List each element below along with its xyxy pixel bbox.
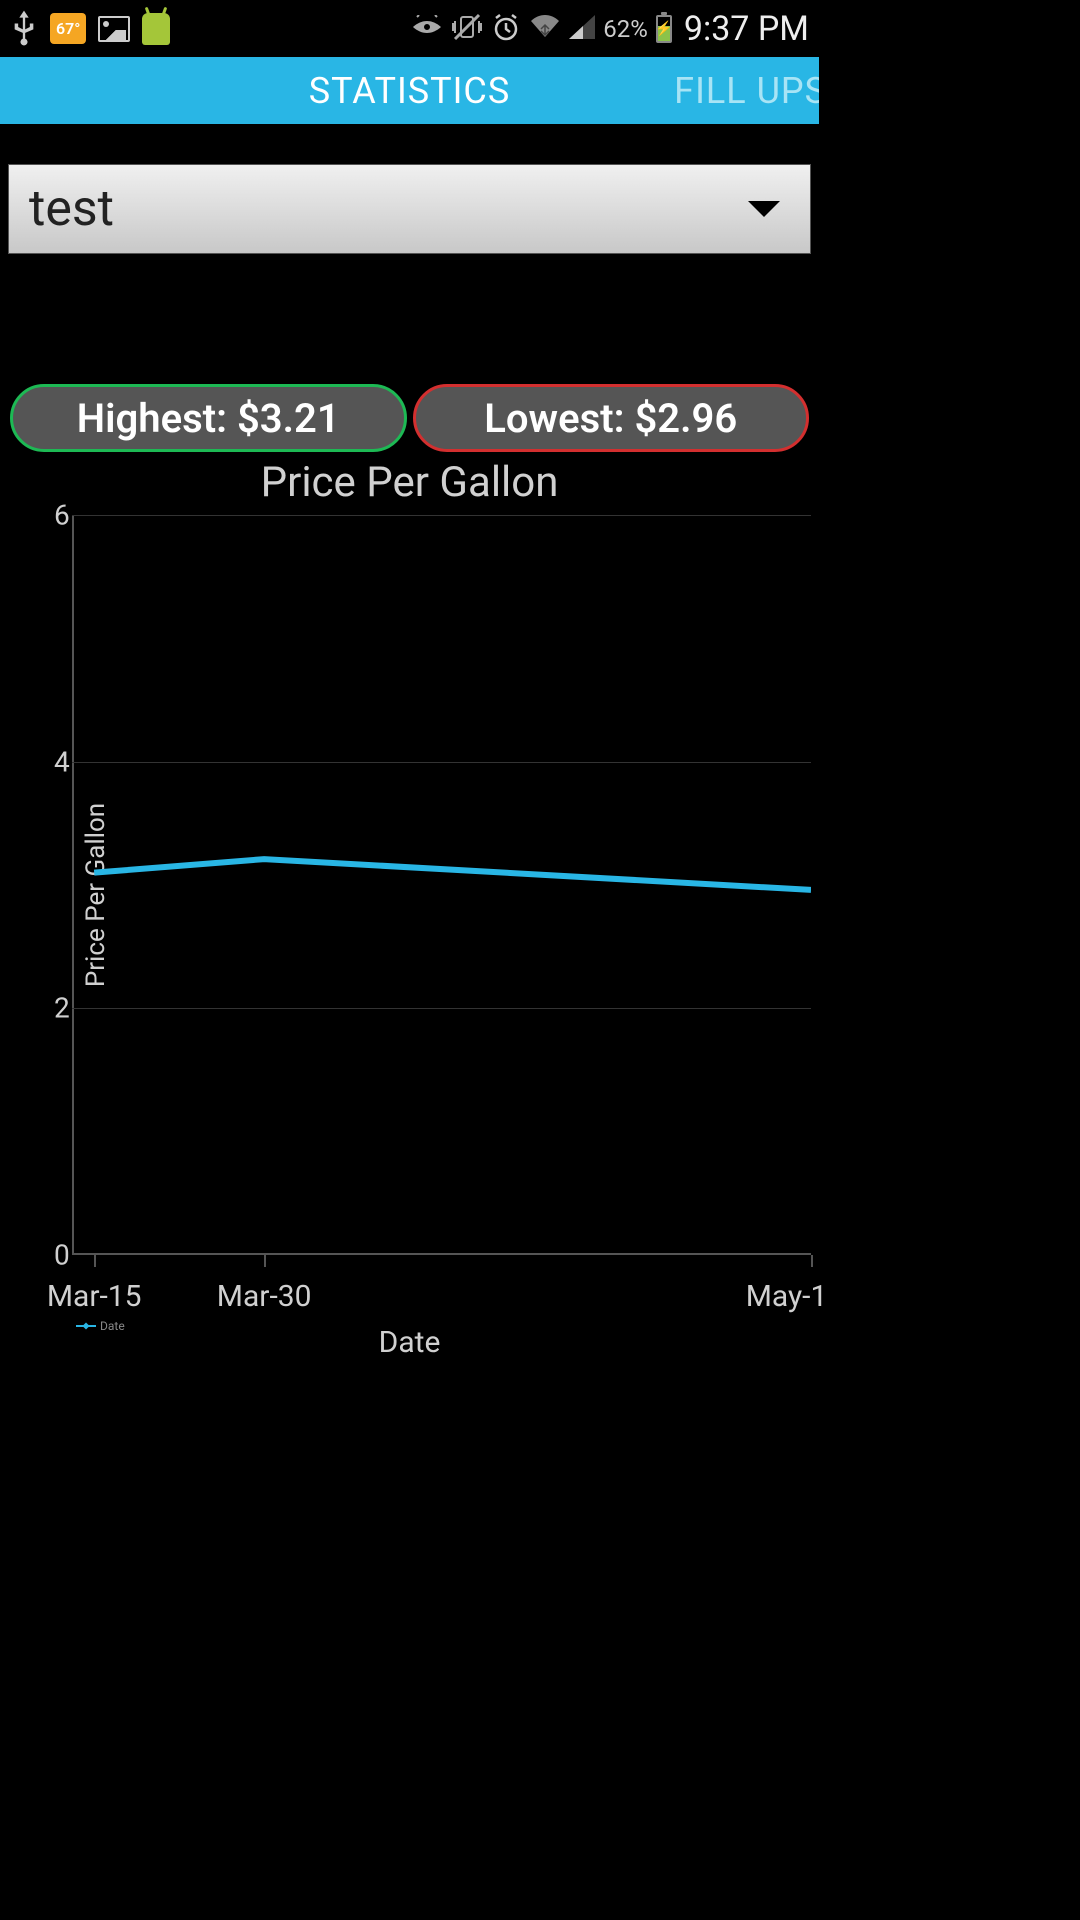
plot-area: 0246 [68,515,811,1275]
grid-line [72,515,811,516]
main-content: test Highest: $3.21 Lowest: $2.96 Price … [0,124,819,1360]
wifi-icon [529,13,561,45]
y-tick: 6 [54,499,70,532]
grid-line [72,762,811,763]
x-tick: May-1 [746,1279,828,1314]
stat-pills: Highest: $3.21 Lowest: $2.96 [8,384,811,452]
clock: 9:37 PM [684,9,809,49]
vibrate-mute-icon [451,11,483,47]
x-tick-labels: Mar-15Mar-30May-1 [48,1279,811,1319]
chart-title: Price Per Gallon [8,458,811,507]
line-series [72,515,811,1255]
alarm-icon [491,12,521,46]
y-tick: 0 [54,1239,70,1272]
battery-charging-icon: ⚡ [655,21,672,37]
battery-icon: ⚡ [656,15,672,43]
highest-pill: Highest: $3.21 [10,384,407,452]
status-bar: 67° 62% ⚡ 9:37 PM [0,0,819,57]
x-tick-mark [264,1255,266,1267]
x-tick-mark [811,1255,813,1267]
x-axis-label: Date [8,1325,811,1360]
android-icon [142,13,170,45]
legend-marker [76,1325,96,1327]
dropdown-selected: test [29,180,114,238]
chevron-down-icon [748,201,780,217]
usb-icon [10,8,38,50]
gallery-icon [98,16,130,42]
x-tick-mark [94,1255,96,1267]
tab-statistics[interactable]: STATISTICS [309,70,510,112]
y-tick: 2 [54,992,70,1025]
tab-bar: STATISTICS FILL UPS [0,57,819,124]
legend-text: Date [100,1319,125,1333]
lowest-pill: Lowest: $2.96 [413,384,810,452]
x-tick: Mar-15 [47,1279,142,1314]
chart-legend: Date [76,1319,125,1333]
tab-fillups[interactable]: FILL UPS [674,70,819,112]
battery-percent: 62% [603,15,648,43]
signal-icon [569,15,595,43]
vehicle-dropdown[interactable]: test [8,164,811,254]
x-tick: Mar-30 [217,1279,312,1314]
grid-line [72,1008,811,1009]
y-tick: 4 [54,745,70,778]
status-left-icons: 67° [10,8,170,50]
temperature-badge: 67° [50,13,86,44]
status-right-icons: 62% ⚡ 9:37 PM [411,9,809,49]
chart[interactable]: Price Per Gallon 0246 Mar-15Mar-30May-1 … [8,515,811,1275]
eye-icon [411,15,443,43]
